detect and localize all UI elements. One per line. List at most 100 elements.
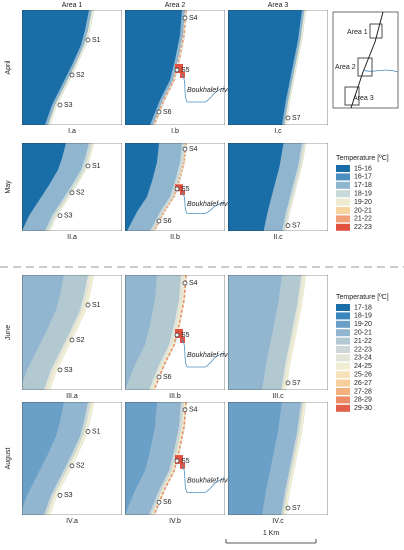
sea [22,10,94,125]
coastal-band [125,402,187,515]
legend-swatch [336,181,350,189]
legend-swatch [336,362,350,370]
panel-label: IV.b [169,518,181,525]
station [57,213,63,219]
legend-label: 20-21 [354,330,372,337]
station [174,186,180,192]
panel-label: II.b [170,234,180,241]
station [57,492,63,498]
coastal-band [263,143,306,231]
station-label: S6 [163,218,172,225]
station-label: S3 [64,102,73,109]
map-panel [22,275,122,390]
legend-title: Temperature [ºC] [336,294,389,301]
coastal-band [262,275,306,390]
sea [125,10,187,125]
legend-swatch [336,312,350,320]
map-panel [22,143,122,231]
station-label: S1 [92,163,101,170]
legend-label: 17-18 [354,182,372,189]
panel-label: III.c [272,393,284,400]
coastal-band [282,143,306,231]
legend-label: 25-26 [354,372,372,379]
station [156,109,162,115]
station [69,337,75,343]
station-label: S2 [76,337,85,344]
legend-label: 19-20 [354,321,372,328]
panel-label: I.c [274,128,282,135]
coastal-band [22,143,94,231]
legend-label: 18-19 [354,191,372,198]
station-label: S5 [181,332,190,339]
station [69,463,75,469]
scale-label: 1 Km [263,530,280,537]
panel-label: III.b [169,393,181,400]
legend-swatch [336,223,350,231]
coastal-band [45,10,94,125]
station [174,332,180,338]
coastal-band [22,402,94,515]
map-panel [22,10,122,125]
station-label: S6 [163,109,172,116]
station [182,280,188,286]
map-panel [228,10,328,125]
station-label: S6 [163,374,172,381]
panel-label: III.a [66,393,78,400]
inset-area-label: Area 2 [335,64,356,71]
station-label: S3 [64,367,73,374]
coastal-band [45,143,94,231]
legend-label: 26-27 [354,380,372,387]
station [285,505,291,511]
station-label: S2 [76,190,85,197]
coastal-band [22,275,94,390]
panel-label: I.a [68,128,76,135]
station-label: S1 [92,37,101,44]
station-label: S5 [181,458,190,465]
station-label: S4 [189,280,198,287]
panel-label: IV.a [66,518,78,525]
legend-swatch [336,190,350,198]
coastal-band [48,143,94,231]
legend-swatch [336,165,350,172]
station [57,102,63,108]
panel-label: IV.c [272,518,284,525]
row-label: April [5,60,12,74]
map-panel [228,275,328,390]
map-panel [22,402,122,515]
legend-label: 21-22 [354,338,372,345]
station [156,218,162,224]
coastal-band [48,10,94,125]
coastal-band [150,143,187,231]
legend-swatch [336,354,350,362]
panel-label: I.b [171,128,179,135]
coastal-band [283,402,306,515]
river-label: Boukhalef river [187,87,234,94]
legend-swatch [336,207,350,214]
legend-label: 27-28 [354,388,372,395]
legend-label: 18-19 [354,313,372,320]
station-label: S2 [76,463,85,470]
station-label: S2 [76,72,85,79]
station [85,37,91,43]
map-panel [228,143,328,231]
coastal-band [283,275,306,390]
river [182,74,225,102]
sea [228,10,306,125]
legend-swatch [336,396,350,404]
coastal-band [152,402,187,515]
legend-swatch [336,215,350,223]
station-label: S1 [92,302,101,309]
station [182,15,188,21]
legend-swatch [336,371,350,379]
station-label: S7 [292,222,301,229]
column-header: Area 1 [62,2,83,9]
river [182,465,225,493]
coastal-band [284,143,306,231]
station [57,367,63,373]
station-label: S7 [292,380,301,387]
station-label: S7 [292,115,301,122]
map-panel [125,402,225,515]
legend-title: Temperature [ºC] [336,155,389,162]
river [182,339,225,367]
station-label: S5 [181,186,190,193]
